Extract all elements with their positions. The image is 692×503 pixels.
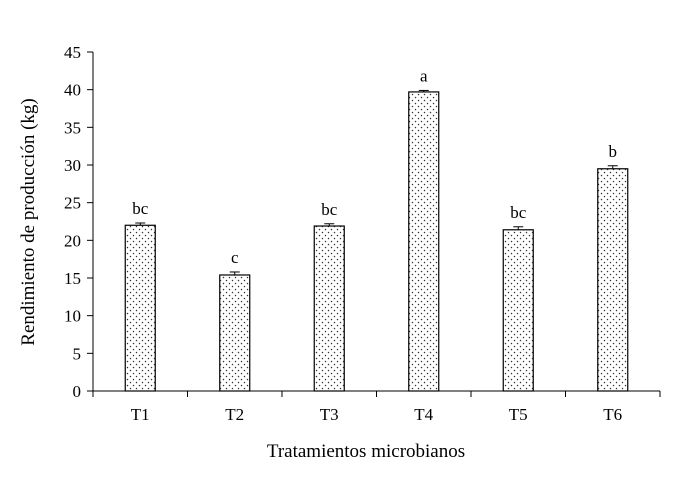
bar-t3 <box>313 225 345 392</box>
y-axis-title: Rendimiento de producción (kg) <box>18 98 39 345</box>
y-tick-label: 45 <box>64 43 81 62</box>
x-tick-label: T6 <box>603 405 622 424</box>
significance-label: c <box>231 248 239 267</box>
y-tick-label: 10 <box>64 307 81 326</box>
significance-label: bc <box>510 203 527 222</box>
significance-label: a <box>420 66 428 85</box>
y-tick-label: 40 <box>64 81 81 100</box>
x-axis <box>92 390 661 397</box>
x-tick-label: T2 <box>225 405 244 424</box>
y-tick-label: 30 <box>64 156 81 175</box>
bar-t5 <box>502 229 534 392</box>
x-tick-label: T5 <box>509 405 528 424</box>
y-tick-label: 35 <box>64 118 81 137</box>
bar-t2 <box>219 274 251 392</box>
bar-t1 <box>124 224 156 392</box>
x-tick-label: T4 <box>414 405 433 424</box>
x-tick-labels: T1 T2 T3 T4 T5 T6 <box>131 405 622 424</box>
x-axis-title: Tratamientos microbianos <box>267 441 465 462</box>
bars: bc c bc a bc b <box>124 66 629 392</box>
bar-t4 <box>408 91 440 392</box>
x-tick-label: T1 <box>131 405 150 424</box>
x-tick-label: T3 <box>320 405 339 424</box>
y-tick-label: 25 <box>64 194 81 213</box>
y-tick-label: 20 <box>64 231 81 250</box>
significance-label: b <box>609 142 618 161</box>
y-tick-label: 15 <box>64 269 81 288</box>
y-tick-label: 5 <box>73 344 82 363</box>
significance-label: bc <box>132 199 149 218</box>
y-axis: 0 5 10 15 20 25 30 35 40 45 <box>64 43 94 401</box>
bar-t6 <box>597 168 629 392</box>
significance-label: bc <box>321 200 338 219</box>
y-tick-label: 0 <box>73 382 82 401</box>
